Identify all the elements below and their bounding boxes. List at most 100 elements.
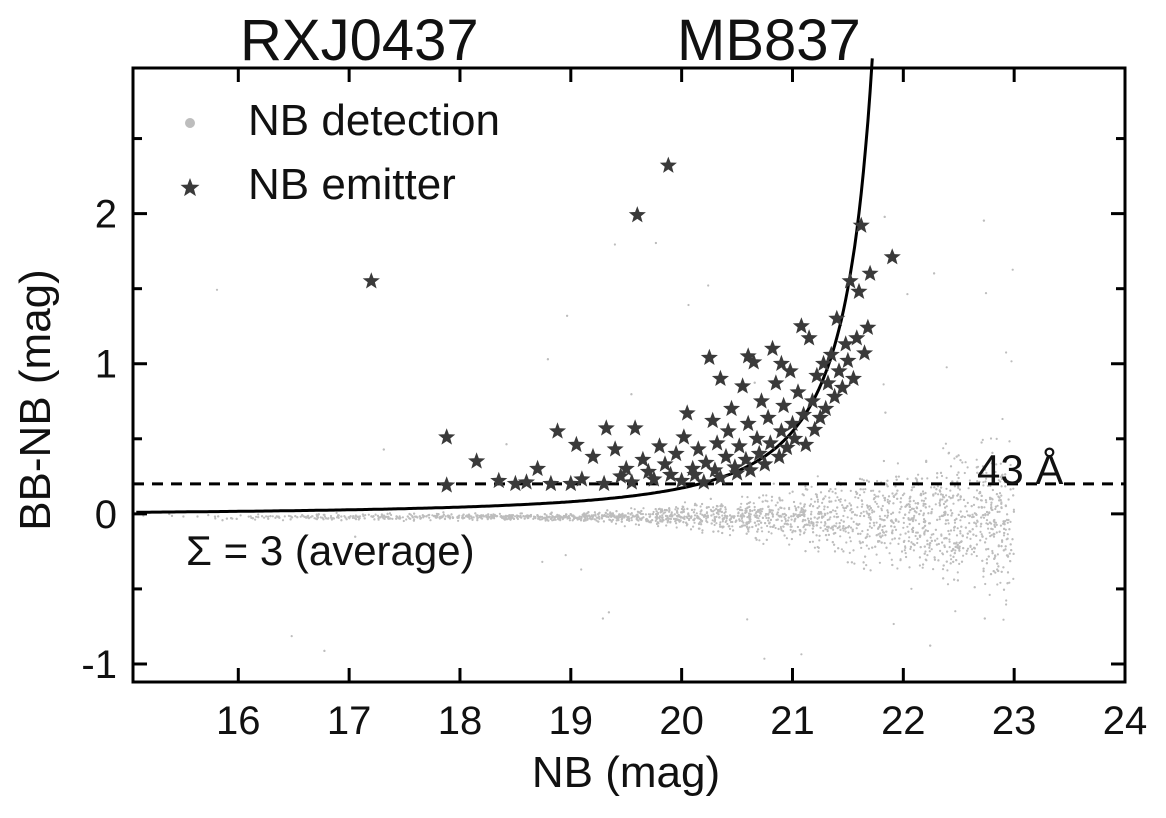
detection-point: [729, 520, 733, 524]
detection-point: [491, 514, 494, 518]
detection-point: [788, 543, 791, 546]
detection-point: [760, 510, 763, 513]
detection-point: [1001, 539, 1004, 542]
detection-point: [960, 540, 963, 544]
detection-point: [944, 522, 947, 525]
detection-point: [968, 522, 971, 525]
detection-point: [770, 495, 774, 498]
detection-point: [939, 549, 942, 553]
detection-point: [765, 538, 768, 542]
detection-point: [870, 526, 873, 530]
emitter-point: [734, 377, 752, 394]
detection-point: [949, 465, 953, 468]
detection-point: [910, 541, 913, 544]
detection-point: [621, 512, 624, 516]
detection-point: [937, 493, 940, 496]
detection-point: [754, 524, 758, 527]
detection-point: [949, 529, 953, 532]
detection-point: [826, 525, 829, 529]
detection-point: [674, 508, 677, 511]
detection-point: [880, 541, 883, 544]
detection-point: [841, 504, 844, 507]
x-tick-label: 16: [216, 699, 261, 743]
detection-point: [668, 509, 671, 512]
detection-point: [958, 549, 961, 552]
detection-point: [637, 519, 640, 522]
detection-point: [853, 562, 856, 565]
detection-point: [768, 510, 771, 514]
detection-point: [996, 568, 999, 571]
detection-point: [635, 517, 638, 521]
detection-point: [717, 530, 720, 533]
detection-point: [576, 518, 579, 521]
detection-point: [893, 525, 896, 529]
emitter-point: [362, 272, 380, 289]
detection-point: [892, 622, 895, 626]
detection-point: [717, 509, 720, 512]
detection-point: [944, 500, 947, 503]
detection-point: [886, 514, 889, 517]
detection-point: [741, 520, 744, 523]
detection-point: [945, 476, 948, 479]
detection-point: [387, 517, 390, 520]
detection-point: [855, 527, 858, 530]
detection-point: [799, 514, 802, 518]
detection-point: [687, 303, 690, 307]
detection-point: [971, 513, 974, 516]
sigma-curve-layer: [136, 58, 874, 514]
detection-point: [507, 517, 510, 520]
detection-point: [935, 488, 938, 491]
detection-point: [317, 513, 320, 516]
detection-point: [966, 532, 969, 535]
detection-point: [896, 497, 899, 500]
x-axis-label: NB (mag): [532, 748, 720, 797]
detection-point: [860, 505, 864, 508]
detection-point: [930, 548, 933, 551]
detection-point: [959, 510, 962, 513]
detection-point: [847, 531, 850, 534]
detection-point: [905, 503, 909, 506]
detection-point: [546, 358, 550, 361]
detection-point: [941, 568, 945, 571]
detection-point: [397, 517, 400, 520]
detection-point: [764, 514, 767, 517]
detection-point: [207, 514, 210, 517]
detection-point: [721, 514, 724, 517]
detection-point: [565, 513, 568, 516]
detection-point: [922, 563, 925, 566]
detection-point: [905, 555, 908, 559]
detection-point: [921, 566, 924, 569]
detection-point: [934, 492, 937, 495]
detection-point: [802, 526, 805, 529]
detection-point: [950, 558, 953, 561]
detection-point: [997, 565, 1000, 568]
detection-point: [887, 511, 890, 514]
emitter-point: [562, 474, 580, 492]
detection-point: [953, 552, 956, 555]
detection-point: [836, 496, 839, 499]
detection-point: [1003, 531, 1006, 535]
detection-point: [914, 534, 917, 538]
detection-point: [835, 522, 838, 525]
detection-point: [980, 441, 983, 444]
detection-point: [925, 559, 928, 562]
detection-point: [959, 459, 962, 462]
y-tick-label: 2: [95, 193, 117, 237]
detection-point: [918, 556, 922, 559]
detection-point: [675, 522, 678, 525]
detection-point: [890, 512, 893, 516]
detection-point: [265, 515, 268, 518]
detection-point: [254, 518, 257, 521]
detection-point: [923, 552, 926, 555]
detection-point: [975, 458, 978, 461]
detection-point: [552, 515, 555, 518]
emitter-point: [828, 309, 846, 326]
detection-point: [979, 490, 982, 494]
emitter-point: [717, 447, 735, 465]
detection-point: [442, 513, 445, 516]
detection-point: [998, 530, 1001, 533]
detection-point: [960, 525, 963, 528]
detection-point: [336, 514, 340, 517]
detection-point: [941, 553, 945, 556]
emitter-point: [730, 437, 748, 454]
